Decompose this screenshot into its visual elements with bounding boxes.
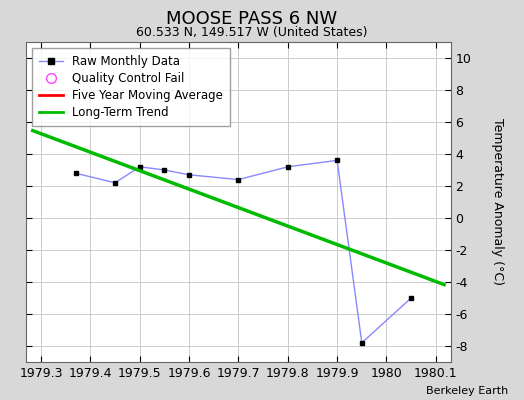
Text: Berkeley Earth: Berkeley Earth	[426, 386, 508, 396]
Legend: Raw Monthly Data, Quality Control Fail, Five Year Moving Average, Long-Term Tren: Raw Monthly Data, Quality Control Fail, …	[32, 48, 230, 126]
Text: MOOSE PASS 6 NW: MOOSE PASS 6 NW	[166, 10, 337, 28]
Y-axis label: Temperature Anomaly (°C): Temperature Anomaly (°C)	[491, 118, 504, 286]
Text: 60.533 N, 149.517 W (United States): 60.533 N, 149.517 W (United States)	[136, 26, 367, 39]
